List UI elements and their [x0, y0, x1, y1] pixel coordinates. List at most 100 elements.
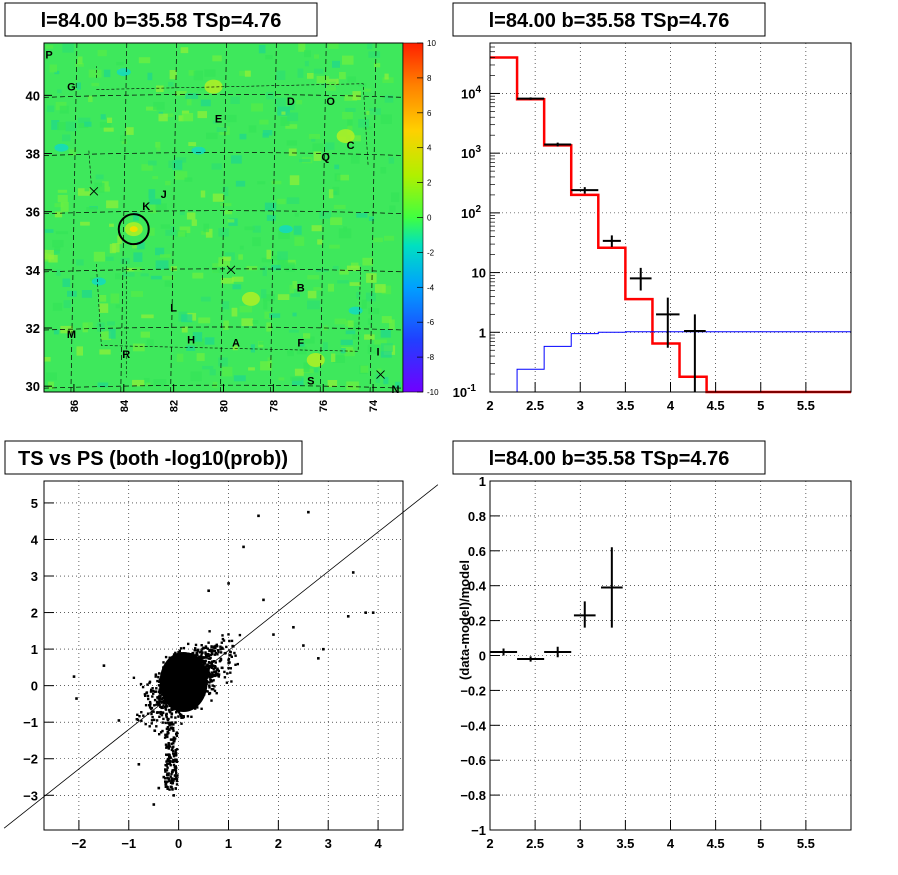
- cool-spot: [54, 143, 69, 152]
- scatter-point: [173, 702, 176, 705]
- scatter-point: [190, 715, 193, 718]
- texture-patch: [220, 203, 232, 207]
- scatter-point: [191, 675, 195, 678]
- scatter-point: [157, 695, 161, 698]
- scatter-point: [184, 693, 187, 696]
- texture-patch: [287, 112, 299, 122]
- texture-patch: [314, 54, 319, 59]
- residual-y-tick-label: 0.8: [468, 509, 486, 524]
- texture-patch: [141, 314, 154, 319]
- scatter-point: [169, 666, 172, 669]
- peak-spot: [129, 226, 138, 233]
- scatter-point: [197, 675, 200, 678]
- scatter-y-tick-label: 1: [31, 642, 38, 657]
- scatter-point: [201, 690, 205, 693]
- texture-patch: [45, 372, 57, 381]
- texture-patch: [277, 251, 288, 260]
- scatter-point: [166, 780, 169, 783]
- texture-patch: [56, 269, 61, 276]
- scatter-point: [219, 645, 222, 648]
- scatter-point: [170, 738, 174, 741]
- texture-patch: [191, 219, 197, 226]
- scatter-point: [177, 672, 180, 676]
- data-errorbar: [544, 142, 572, 147]
- warm-spot: [241, 291, 260, 306]
- scatter-point: [170, 748, 174, 752]
- scatter-point: [143, 693, 147, 696]
- scatter-point: [197, 678, 200, 682]
- scatter-point: [238, 633, 242, 637]
- colorbar-tick-label: 0: [427, 214, 432, 223]
- texture-patch: [148, 227, 155, 236]
- scatter-point: [180, 674, 183, 678]
- scatter-point: [170, 721, 174, 724]
- scatter-x-tick-label: 4: [374, 836, 382, 851]
- texture-patch: [311, 225, 322, 232]
- texture-patch: [97, 49, 107, 57]
- scatter-point: [182, 680, 185, 684]
- scatter-point: [229, 654, 232, 657]
- texture-patch: [277, 106, 290, 116]
- texture-patch: [274, 97, 286, 107]
- scatter-point: [212, 667, 215, 671]
- scatter-point: [180, 705, 183, 708]
- scatter-point: [172, 763, 176, 767]
- skymap-grid-longitude: [319, 42, 327, 393]
- residual-title: l=84.00 b=35.58 TSp=4.76: [489, 448, 730, 470]
- texture-patch: [262, 133, 269, 138]
- texture-patch: [250, 344, 255, 353]
- scatter-point: [194, 647, 197, 650]
- texture-patch: [244, 226, 255, 231]
- scatter-point: [132, 676, 136, 679]
- residual-x-tick-label: 2: [486, 836, 493, 851]
- scatter-point: [184, 698, 187, 701]
- scatter-point: [148, 725, 151, 728]
- scatter-point: [206, 663, 209, 666]
- scatter-point: [174, 716, 177, 719]
- scatter-point: [167, 666, 170, 670]
- texture-patch: [140, 273, 149, 277]
- scatter-point: [234, 654, 237, 657]
- scatter-outlier: [346, 615, 350, 618]
- texture-patch: [333, 204, 346, 209]
- scatter-reference-line: [3, 484, 439, 829]
- scatter-point: [160, 693, 164, 696]
- texture-patch: [317, 239, 323, 245]
- skymap-y-tick-label: 40: [26, 88, 40, 103]
- scatter-point: [210, 645, 213, 649]
- scatter-point: [190, 700, 193, 703]
- scatter-point: [168, 779, 171, 783]
- texture-patch: [133, 252, 143, 262]
- texture-patch: [361, 299, 367, 309]
- scatter-point: [164, 777, 167, 780]
- scatter-point: [172, 694, 176, 698]
- scatter-point: [142, 714, 145, 717]
- scatter-point: [210, 674, 213, 677]
- scatter-point: [214, 661, 217, 664]
- scatter-point: [156, 701, 159, 705]
- skymap-grid-longitude: [120, 42, 128, 393]
- texture-patch: [296, 100, 303, 105]
- texture-patch: [362, 257, 373, 266]
- texture-patch: [263, 294, 275, 302]
- scatter-point: [196, 695, 199, 698]
- residual-grid: [489, 480, 851, 831]
- scatter-point: [214, 651, 218, 655]
- region-label: G: [67, 82, 76, 94]
- scatter-point: [163, 673, 166, 677]
- residual-axis-ticks: 2 2.5 3 3.5 4 4.5 5 5.5 −1 −0.8 −0.6 −0.4 −0.2 0 0.2 0.…: [460, 474, 815, 851]
- texture-patch: [356, 213, 368, 218]
- texture-patch: [281, 258, 287, 268]
- data-errorbar: [684, 314, 706, 392]
- scatter-point: [220, 641, 223, 644]
- scatter-point: [151, 715, 154, 719]
- scatter-point: [213, 689, 217, 693]
- scatter-point: [197, 648, 200, 651]
- texture-patch: [44, 357, 51, 362]
- scatter-point: [191, 651, 194, 655]
- skymap-x-tick-label: 78: [268, 400, 280, 412]
- scatter-point: [184, 670, 187, 673]
- texture-patch: [312, 143, 324, 152]
- scatter-point: [150, 712, 153, 716]
- texture-patch: [395, 381, 401, 388]
